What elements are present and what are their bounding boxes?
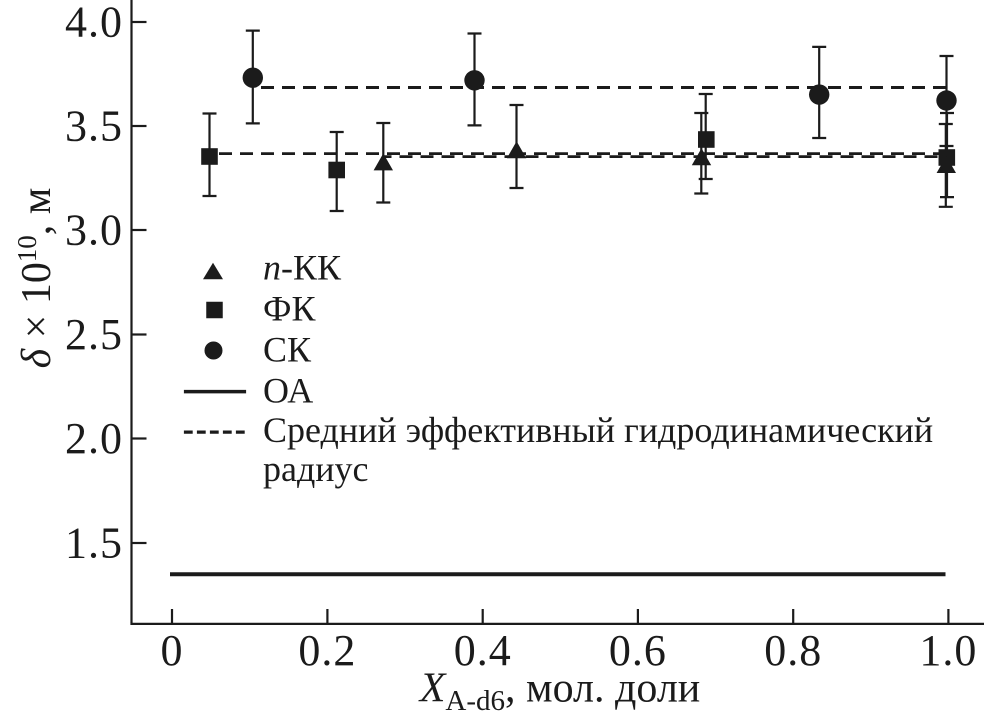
svg-text:2.0: 2.0 [65,414,123,463]
svg-text:ОА: ОА [263,371,313,411]
svg-text:0.4: 0.4 [454,626,512,675]
svg-text:3.5: 3.5 [65,101,123,150]
svg-text:радиус: радиус [263,449,369,489]
svg-text:СК: СК [263,330,312,370]
svg-text:1.5: 1.5 [65,518,123,567]
svg-text:n-КК: n-КК [263,248,342,288]
svg-text:0: 0 [161,626,184,675]
svg-text:4.0: 4.0 [65,0,123,46]
svg-text:0.2: 0.2 [298,626,356,675]
svg-text:1.0: 1.0 [919,626,977,675]
svg-text:0.8: 0.8 [764,626,822,675]
svg-text:3.0: 3.0 [65,205,123,254]
svg-text:ФК: ФК [263,289,316,329]
svg-text:δ × 1010, м: δ × 1010, м [12,188,60,369]
svg-text:XA-d6, мол. доли: XA-d6, мол. доли [418,666,701,718]
svg-text:2.5: 2.5 [65,310,123,359]
svg-text:Средний эффективный гидродинам: Средний эффективный гидродинамический [263,410,933,450]
svg-text:0.6: 0.6 [609,626,667,675]
